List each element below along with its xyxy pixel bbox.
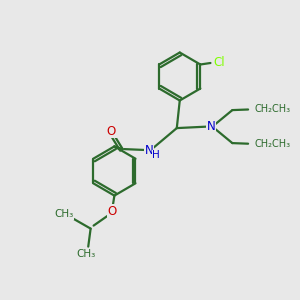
Text: N: N bbox=[207, 120, 215, 133]
Text: CH₂CH₃: CH₂CH₃ bbox=[255, 139, 291, 149]
Text: CH₃: CH₃ bbox=[54, 209, 74, 219]
Text: N: N bbox=[145, 143, 153, 157]
Text: CH₂CH₃: CH₂CH₃ bbox=[255, 104, 291, 115]
Text: CH₃: CH₃ bbox=[76, 249, 96, 259]
Text: O: O bbox=[107, 124, 116, 138]
Text: O: O bbox=[107, 205, 117, 218]
Text: Cl: Cl bbox=[213, 56, 225, 70]
Text: H: H bbox=[152, 150, 160, 160]
